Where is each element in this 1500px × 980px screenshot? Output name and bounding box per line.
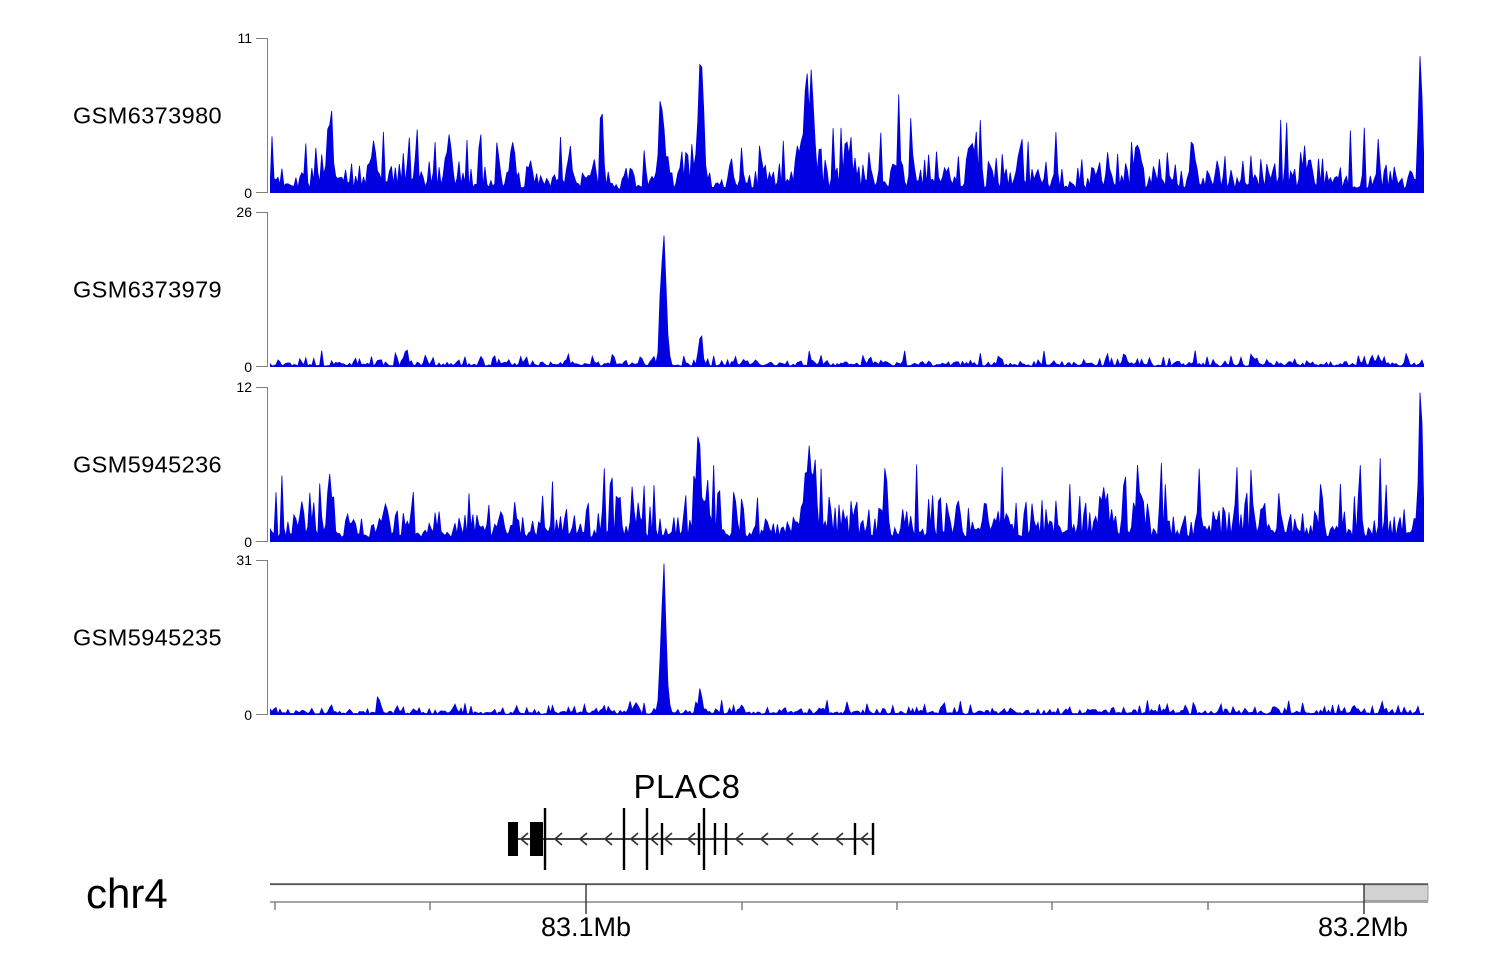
strand-direction-arrow-icon	[734, 832, 744, 846]
y-axis	[256, 387, 268, 542]
strand-direction-arrow-icon	[784, 832, 794, 846]
y-axis	[256, 560, 268, 715]
track-sample-label: GSM6373979	[73, 276, 223, 302]
chromosome-gray-band	[1363, 884, 1429, 901]
track-sample-label: GSM6373980	[73, 102, 223, 128]
coverage-signal	[270, 392, 1424, 542]
y-axis-zero-label: 0	[244, 185, 252, 201]
strand-direction-arrow-icon	[578, 832, 588, 846]
strand-direction-arrow-icon	[859, 832, 869, 846]
strand-direction-arrow-icon	[686, 832, 696, 846]
coverage-track-0: GSM6373980 11 0	[0, 30, 1500, 201]
gene-model	[508, 808, 875, 870]
coverage-signal	[270, 235, 1424, 367]
y-axis-zero-label: 0	[244, 707, 252, 723]
strand-direction-arrow-icon	[553, 832, 563, 846]
y-axis	[256, 212, 268, 367]
strand-direction-arrow-icon	[519, 832, 529, 846]
chromosome-label: chr4	[86, 870, 168, 917]
chromosome-ruler	[270, 883, 1429, 914]
gene-coding-exon	[530, 822, 543, 856]
coverage-track-1: GSM6373979 26 0	[0, 204, 1500, 375]
gene-coding-exon	[508, 822, 518, 856]
y-axis-max-label: 12	[236, 379, 252, 395]
signal-area	[270, 235, 1424, 367]
y-axis-zero-label: 0	[244, 534, 252, 550]
y-axis-zero-label: 0	[244, 359, 252, 375]
y-axis-max-label: 26	[236, 204, 252, 220]
signal-area	[270, 563, 1424, 715]
strand-direction-arrow-icon	[603, 832, 613, 846]
y-axis	[256, 38, 268, 193]
strand-direction-arrow-icon	[649, 832, 659, 846]
coverage-signal	[270, 563, 1424, 715]
y-axis-max-label: 11	[237, 30, 252, 46]
coverage-signal	[270, 56, 1424, 193]
y-axis-max-label: 31	[236, 552, 252, 568]
strand-direction-arrow-icon	[834, 832, 844, 846]
strand-direction-arrow-icon	[663, 832, 673, 846]
signal-area	[270, 392, 1424, 542]
track-sample-label: GSM5945236	[73, 451, 223, 477]
strand-direction-arrow-icon	[759, 832, 769, 846]
signal-area	[270, 56, 1424, 193]
coverage-track-3: GSM5945235 31 0	[0, 552, 1500, 723]
ruler-tick-label-83-1: 83.1Mb	[540, 912, 632, 942]
strand-direction-arrow-icon	[629, 832, 639, 846]
coverage-track-2: GSM5945236 12 0	[0, 379, 1500, 550]
track-sample-label: GSM5945235	[73, 624, 223, 650]
gene-name-label: PLAC8	[633, 768, 741, 805]
ruler-tick-label-83-2: 83.2Mb	[1317, 912, 1409, 942]
strand-direction-arrow-icon	[809, 832, 819, 846]
